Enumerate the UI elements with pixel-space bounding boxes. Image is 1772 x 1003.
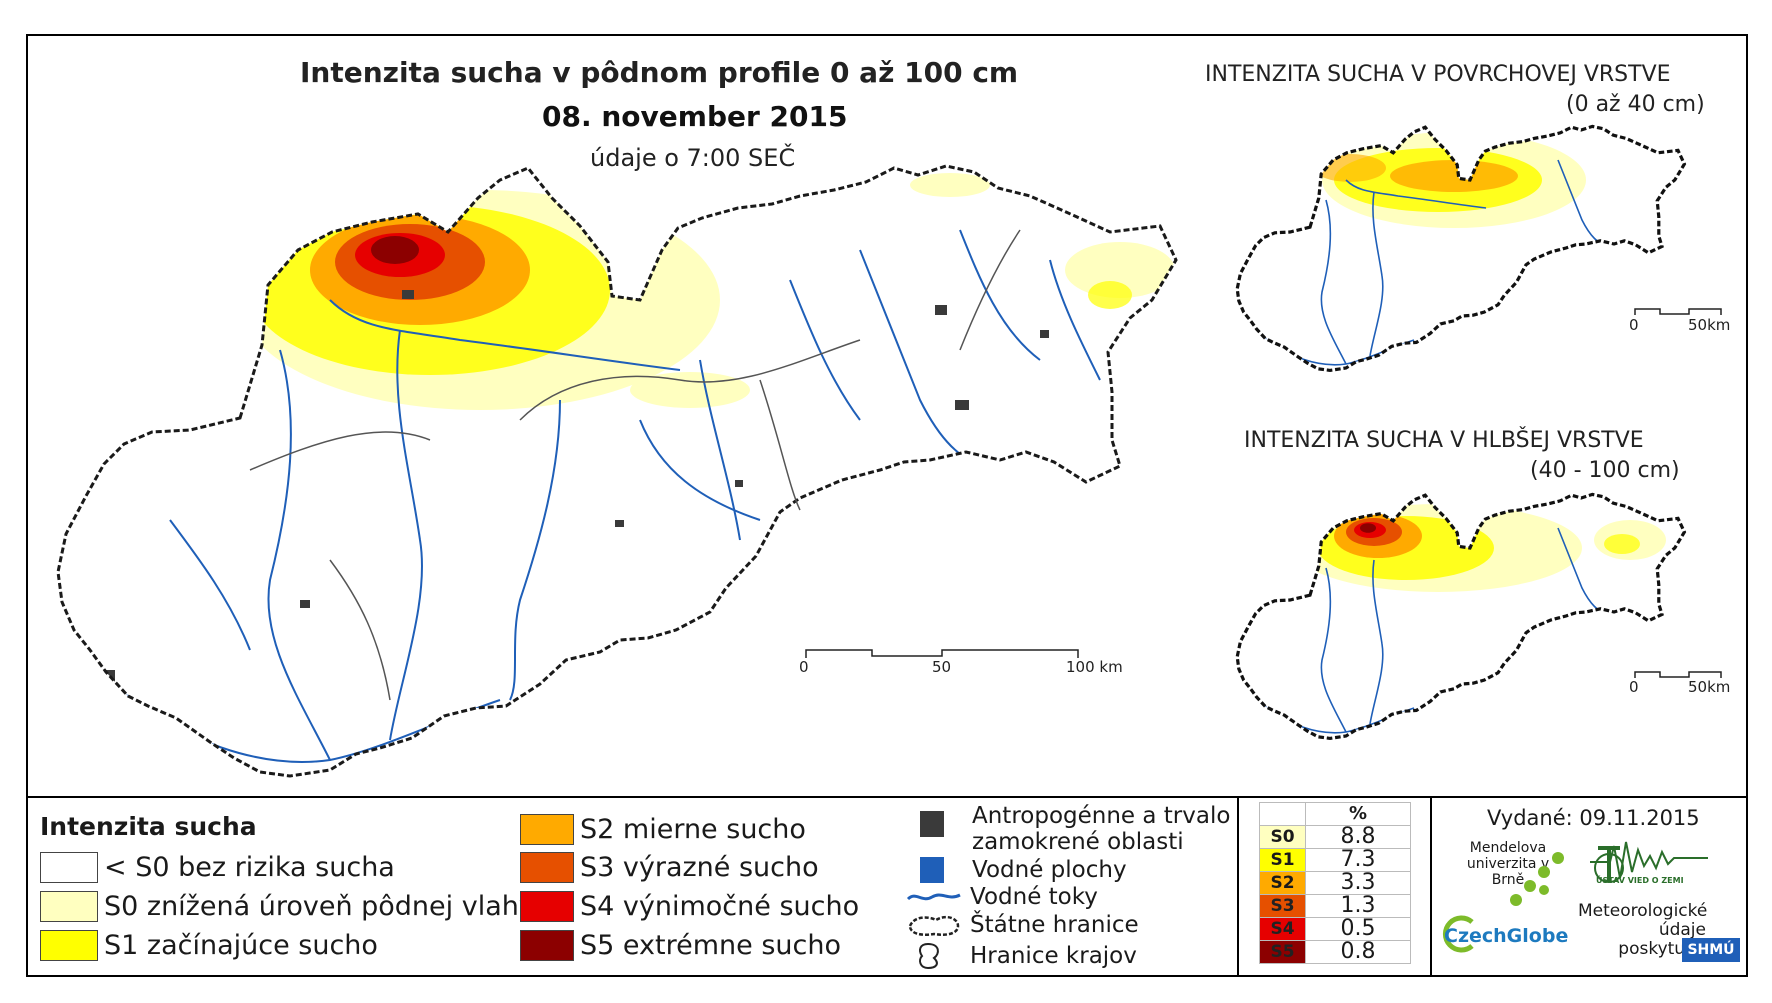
deep-inset-map: [1235, 492, 1687, 741]
deep-depth: (40 - 100 cm): [1530, 458, 1680, 483]
legend-symbol-urban: Antropogénne a trvalo zamokrené oblasti: [912, 803, 1242, 855]
class-cell: S1: [1259, 848, 1306, 872]
map-frame: [26, 34, 1748, 977]
table-row: S1 7.3: [1259, 848, 1411, 872]
table-row: S3 1.3: [1259, 894, 1411, 918]
legend-class-none: < S0 bez rizika sucha: [40, 852, 395, 883]
legend-symbol-rivers: Vodné toky: [906, 884, 1098, 910]
legend-class-s4: S4 výnimočné sucho: [520, 891, 859, 922]
legend-label: S1 začínajúce sucho: [104, 930, 378, 961]
legend-class-s0: S0 znížená úroveň pôdnej vlahy: [40, 891, 535, 922]
surface-scale-50: 50km: [1688, 316, 1730, 334]
surface-title: INTENZITA SUCHA V POVRCHOVEJ VRSTVE: [1205, 62, 1671, 87]
legend-class-s3: S3 výrazné sucho: [520, 852, 819, 883]
main-title: Intenzita sucha v pôdnom profile 0 až 10…: [300, 56, 1019, 89]
class-cell: S5: [1259, 940, 1306, 964]
shmu-logo: SHMÚ: [1682, 938, 1740, 962]
ustav-logo-text: ÚSTAV VIED O ZEMI: [1596, 876, 1684, 885]
dark-square-icon: [920, 811, 944, 837]
czechglobe-logo-text: CzechGlobe: [1444, 925, 1569, 947]
ustav-logo-icon: [1590, 841, 1708, 883]
main-scale-bar: [805, 649, 1079, 658]
class-cell: S3: [1259, 894, 1306, 918]
value-cell: 0.8: [1305, 940, 1411, 964]
table-header-percent: %: [1305, 802, 1411, 826]
legend-divider: [26, 796, 1748, 798]
legend-label: S5 extrémne sucho: [580, 930, 841, 961]
table-row: S5 0.8: [1259, 940, 1411, 964]
main-date: 08. november 2015: [542, 100, 848, 133]
swatch-s0: [40, 891, 98, 922]
value-cell: 0.5: [1305, 917, 1411, 941]
legend-symbol-state: Štátne hranice: [906, 912, 1139, 938]
surface-depth: (0 až 40 cm): [1566, 92, 1705, 117]
legend-title: Intenzita sucha: [40, 812, 257, 841]
main-scale-50: 50: [932, 658, 951, 676]
table-row: S4 0.5: [1259, 917, 1411, 941]
main-scale-0: 0: [799, 658, 809, 676]
legend-symbol-label: Hranice krajov: [970, 943, 1137, 969]
main-time: údaje o 7:00 SEČ: [590, 144, 796, 172]
class-cell: S4: [1259, 917, 1306, 941]
value-cell: 1.3: [1305, 894, 1411, 918]
river-line-icon: [906, 893, 961, 901]
legend-symbol-label: Vodné plochy: [972, 857, 1127, 883]
legend-class-s2: S2 mierne sucho: [520, 814, 806, 845]
shmu-logo-text: SHMÚ: [1687, 942, 1735, 958]
legend-symbol-region: Hranice krajov: [906, 942, 1137, 970]
legend-class-s1: S1 začínajúce sucho: [40, 930, 378, 961]
surface-inset-map: [1235, 124, 1687, 373]
main-scale-100: 100 km: [1066, 658, 1123, 676]
legend-separator: [1430, 798, 1432, 975]
surface-scale-bar: [1634, 308, 1722, 315]
swatch-s2: [520, 814, 574, 845]
swatch-s3: [520, 852, 574, 883]
legend-symbol-label: Antropogénne a trvalo zamokrené oblasti: [972, 803, 1231, 855]
legend-class-s5: S5 extrémne sucho: [520, 930, 841, 961]
value-cell: 8.8: [1305, 825, 1411, 849]
blue-square-icon: [920, 857, 944, 883]
legend-symbol-water: Vodné plochy: [912, 857, 1127, 883]
swatch-none: [40, 852, 98, 883]
czechglobe-logo-icon: [1442, 915, 1474, 953]
table-row: S0 8.8: [1259, 825, 1411, 849]
percent-table: % S0 8.8 S1 7.3 S2 3.3 S3 1.3 S4 0.5 S5 0.8: [1259, 802, 1411, 964]
legend-label: < S0 bez rizika sucha: [104, 852, 395, 883]
deep-scale-50: 50km: [1688, 678, 1730, 696]
legend-label: S4 výnimočné sucho: [580, 891, 860, 922]
swatch-s5: [520, 930, 574, 961]
legend-label: S2 mierne sucho: [580, 814, 806, 845]
region-border-icon: [919, 942, 939, 970]
class-cell: S0: [1259, 825, 1306, 849]
legend-label: S0 znížená úroveň pôdnej vlahy: [104, 891, 535, 922]
table-row: S2 3.3: [1259, 871, 1411, 895]
value-cell: 7.3: [1305, 848, 1411, 872]
legend-symbol-label: Vodné toky: [970, 884, 1098, 910]
class-cell: S2: [1259, 871, 1306, 895]
value-cell: 3.3: [1305, 871, 1411, 895]
legend-separator: [1237, 798, 1239, 975]
swatch-s1: [40, 930, 98, 961]
legend-label: S3 výrazné sucho: [580, 852, 819, 883]
deep-title: INTENZITA SUCHA V HLBŠEJ VRSTVE: [1244, 428, 1644, 453]
legend-symbol-label: Štátne hranice: [970, 912, 1139, 938]
table-header: %: [1259, 802, 1411, 826]
deep-scale-0: 0: [1629, 678, 1639, 696]
swatch-s4: [520, 891, 574, 922]
state-border-icon: [908, 915, 960, 936]
mendel-university-text: Mendelova univerzita v Brně: [1466, 840, 1550, 888]
mendel-dots-icon: [1510, 852, 1564, 906]
surface-scale-0: 0: [1629, 316, 1639, 334]
issued-date: Vydané: 09.11.2015: [1487, 806, 1700, 830]
deep-scale-bar: [1634, 671, 1722, 678]
